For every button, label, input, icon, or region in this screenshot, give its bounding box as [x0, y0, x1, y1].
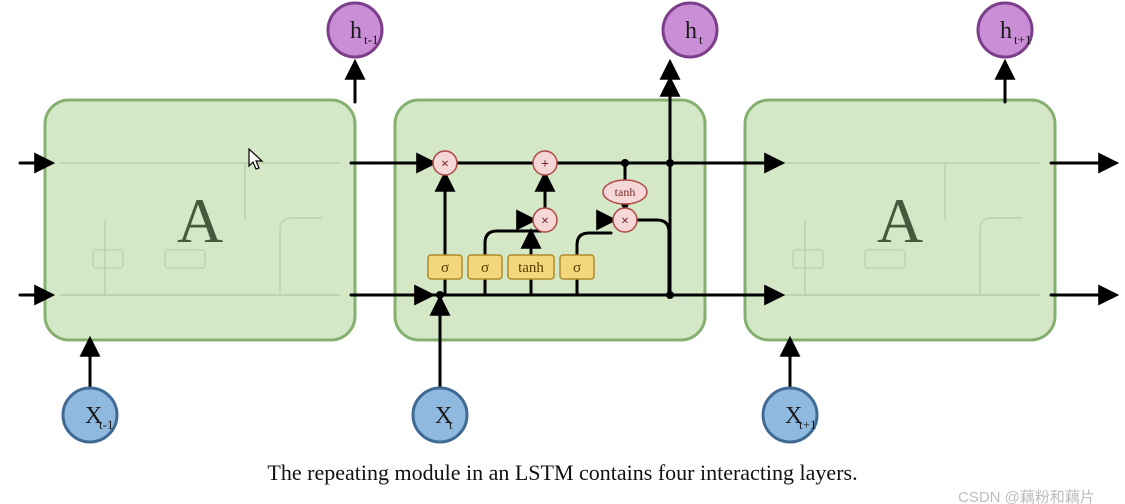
- x-t-sub: t: [449, 417, 453, 432]
- gate-sigma2-label: σ: [481, 260, 489, 276]
- h-next-label: h: [1000, 18, 1012, 44]
- gate-sigma3-label: σ: [573, 260, 581, 276]
- op-tanh2-label: tanh: [615, 185, 636, 199]
- gate-tanh-label: tanh: [518, 260, 544, 276]
- h-t-sub: t: [699, 32, 703, 47]
- h-t-label: h: [685, 18, 697, 44]
- x-prev-sub: t-1: [99, 417, 113, 432]
- x-next-sub: t+1: [799, 417, 816, 432]
- lstm-diagram: σσtanhσ ×+××tanh ht-1htht+1Xt-1XtXt+1 AA: [0, 0, 1125, 504]
- watermark-text: CSDN @藕粉和藕片: [958, 486, 1095, 504]
- gate-sigma1-label: σ: [441, 260, 449, 276]
- diagram-svg: σσtanhσ ×+××tanh ht-1htht+1Xt-1XtXt+1 AA: [0, 0, 1125, 504]
- op-mul3-label: ×: [621, 214, 629, 229]
- cell-left-label: A: [177, 185, 223, 256]
- h-next-sub: t+1: [1014, 32, 1031, 47]
- op-mul1-label: ×: [441, 157, 449, 172]
- h-prev-sub: t-1: [364, 32, 378, 47]
- caption-text: The repeating module in an LSTM contains…: [0, 460, 1125, 486]
- cell-right-label: A: [877, 185, 923, 256]
- h-prev-label: h: [350, 18, 362, 44]
- op-mul2-label: ×: [541, 214, 549, 229]
- op-add-label: +: [541, 157, 549, 172]
